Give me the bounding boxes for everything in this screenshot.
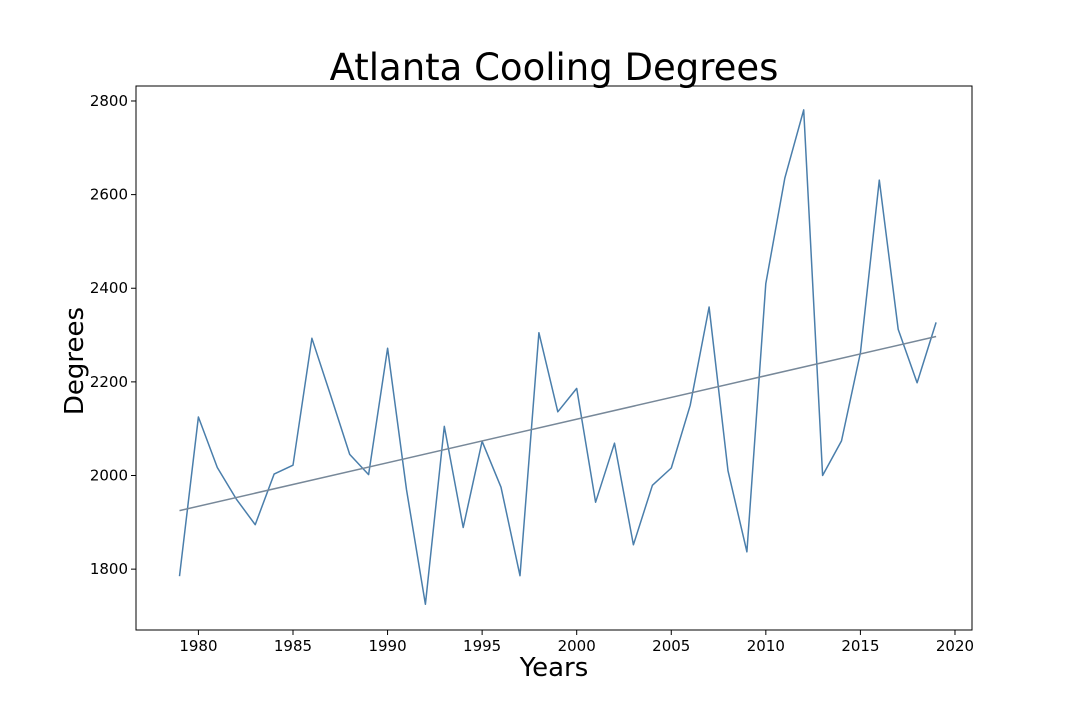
y-tick-label: 1800 bbox=[90, 560, 128, 578]
y-axis-label: Degrees bbox=[60, 307, 90, 415]
x-tick-label: 2005 bbox=[652, 637, 690, 655]
y-axis: 1800 2000 2200 2400 2600 2800 bbox=[90, 92, 136, 578]
y-tick-label: 2000 bbox=[90, 467, 128, 485]
chart-title: Atlanta Cooling Degrees bbox=[330, 46, 779, 89]
y-tick-label: 2400 bbox=[90, 279, 128, 297]
x-tick-label: 2020 bbox=[936, 637, 974, 655]
plot-area bbox=[135, 85, 973, 631]
x-axis: 1980 1985 1990 1995 2000 2005 2010 2015 2020 bbox=[179, 630, 974, 655]
series-line bbox=[178, 109, 937, 606]
x-tick-label: 1985 bbox=[274, 637, 312, 655]
x-tick-label: 2010 bbox=[747, 637, 785, 655]
x-axis-label: Years bbox=[519, 653, 589, 683]
x-tick-label: 2000 bbox=[558, 637, 596, 655]
x-tick-label: 1990 bbox=[368, 637, 406, 655]
x-tick-label: 1980 bbox=[179, 637, 217, 655]
series-layer bbox=[178, 109, 937, 606]
y-tick-label: 2800 bbox=[90, 92, 128, 110]
y-tick-label: 2200 bbox=[90, 373, 128, 391]
y-tick-label: 2600 bbox=[90, 186, 128, 204]
x-tick-label: 1995 bbox=[463, 637, 501, 655]
x-tick-label: 2015 bbox=[841, 637, 879, 655]
trend-line bbox=[179, 335, 937, 512]
